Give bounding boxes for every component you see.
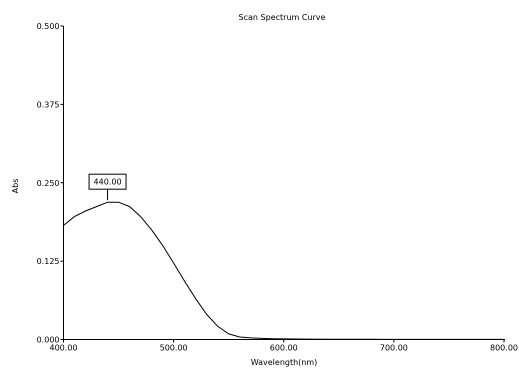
axis-ticks: 0.000 0.125 0.250 0.375 0.500 400.00 500.00 600…	[37, 22, 518, 353]
x-tick-label: 600.00	[270, 344, 298, 353]
chart-title: Scan Spectrum Curve	[239, 13, 326, 22]
y-tick-label: 0.000	[37, 336, 60, 345]
x-tick-label: 700.00	[380, 344, 408, 353]
x-tick-label: 500.00	[160, 344, 188, 353]
peak-annotation: 440.00	[88, 173, 127, 201]
series-line	[63, 201, 504, 340]
y-tick-label: 0.500	[37, 22, 60, 31]
y-tick-label: 0.250	[37, 179, 60, 188]
x-tick-label: 400.00	[50, 344, 78, 353]
y-tick-label: 0.125	[37, 257, 60, 266]
annotation-label: 440.00	[94, 178, 122, 187]
y-axis-label: Abs	[11, 179, 20, 194]
annotation-box	[88, 173, 127, 190]
x-axis-label: Wavelength(nm)	[251, 358, 318, 367]
y-tick-label: 0.375	[37, 100, 60, 109]
x-tick-label: 800.00	[490, 344, 518, 353]
